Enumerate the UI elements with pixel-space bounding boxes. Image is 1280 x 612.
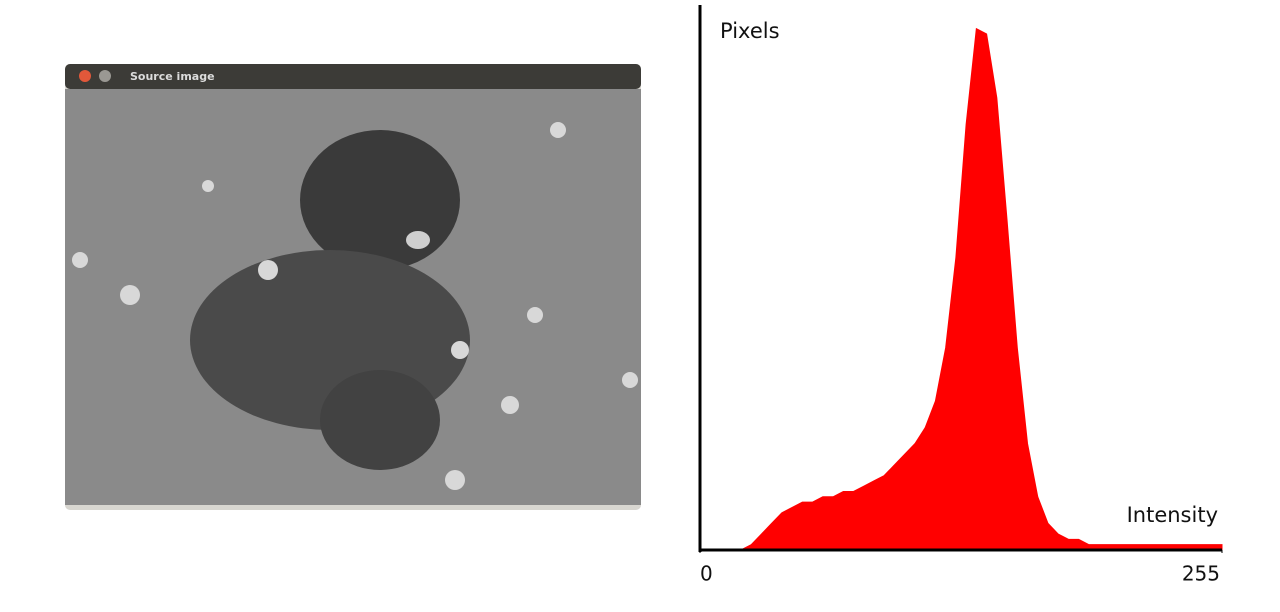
window-title: Source image [130,70,215,83]
x-axis-label: Intensity [1127,503,1218,527]
histogram: Pixels Intensity 0 255 [698,5,1223,586]
histogram-area [700,27,1223,551]
photo-content [72,122,638,490]
minimize-button[interactable] [99,70,111,82]
close-button[interactable] [79,70,91,82]
x-tick-label: 255 [1182,562,1220,586]
title-bar [65,64,641,89]
y-axis-label: Pixels [720,19,780,43]
source-window: Source image [65,64,641,510]
x-tick-label: 0 [700,562,713,586]
